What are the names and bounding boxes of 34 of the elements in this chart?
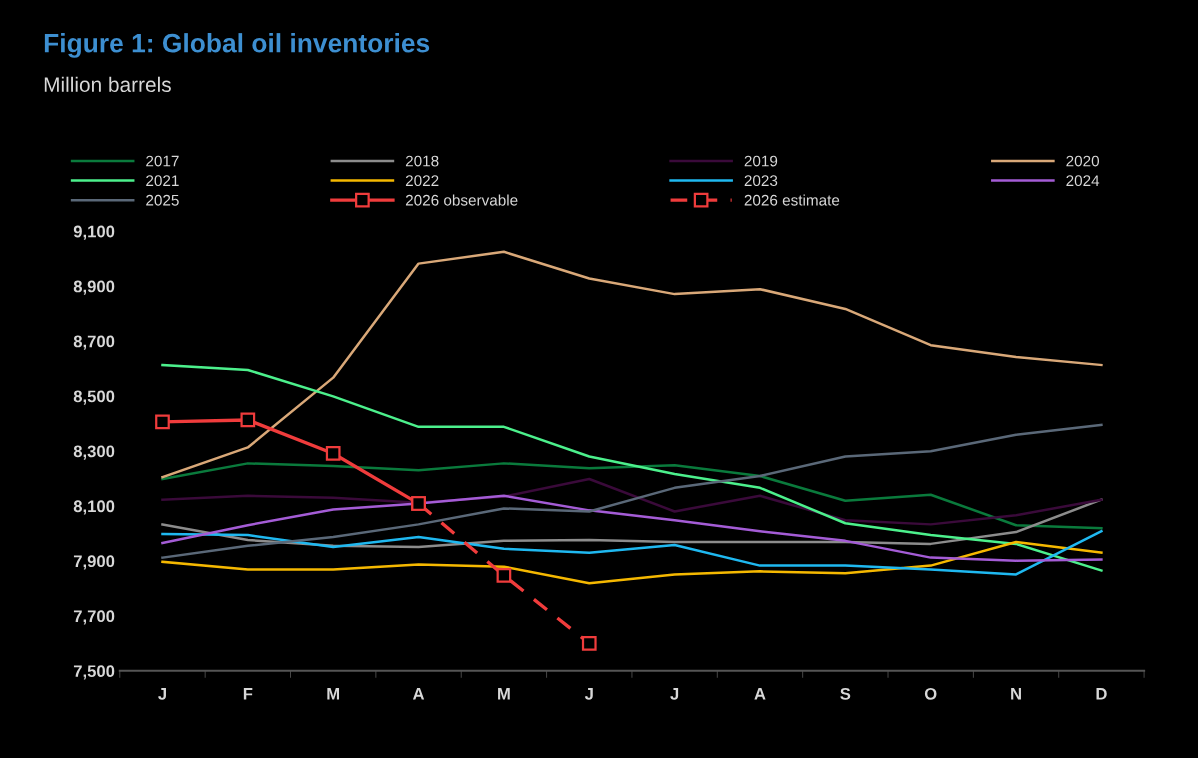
x-tick-label: S	[840, 687, 851, 700]
legend-label: 2019	[744, 155, 778, 167]
y-tick-label: 8,300	[73, 445, 115, 460]
y-tick-label: 7,700	[73, 610, 115, 625]
legend-label: 2018	[405, 155, 439, 167]
x-tick-label: M	[498, 688, 510, 700]
y-tick-label: 7,500	[73, 665, 115, 680]
y-tick-label: 8,900	[73, 280, 115, 295]
legend-label: 2024	[1066, 175, 1100, 187]
legend-label: 2021	[146, 175, 179, 187]
legend-label: 2025	[146, 194, 179, 206]
x-tick-label: M	[327, 688, 340, 700]
x-tick-label: J	[670, 688, 679, 700]
y-tick-label: 8,700	[73, 335, 115, 350]
y-tick-label: 9,100	[73, 225, 115, 240]
x-tick-label: A	[754, 688, 766, 700]
legend-label: 2023	[744, 175, 778, 187]
y-tick-label: 8,500	[73, 390, 115, 405]
x-tick-label: A	[412, 688, 425, 700]
legend-label: 2026 observable	[405, 194, 518, 206]
chart-subtitle: Million barrels	[44, 76, 171, 92]
chart-title: Figure 1: Global oil inventories	[44, 33, 430, 58]
x-tick-label: D	[1096, 688, 1107, 700]
x-tick-label: J	[584, 688, 593, 700]
legend-label: 2026 estimate	[744, 194, 840, 206]
y-tick-label: 8,100	[73, 500, 115, 515]
legend-label: 2017	[146, 155, 179, 167]
x-tick-label: N	[1011, 688, 1021, 700]
y-tick-label: 7,900	[73, 555, 115, 570]
legend-label: 2022	[405, 175, 439, 187]
x-tick-label: O	[924, 687, 937, 700]
x-tick-label: J	[158, 688, 166, 700]
legend-label: 2020	[1066, 155, 1100, 167]
x-tick-label: F	[243, 688, 253, 700]
